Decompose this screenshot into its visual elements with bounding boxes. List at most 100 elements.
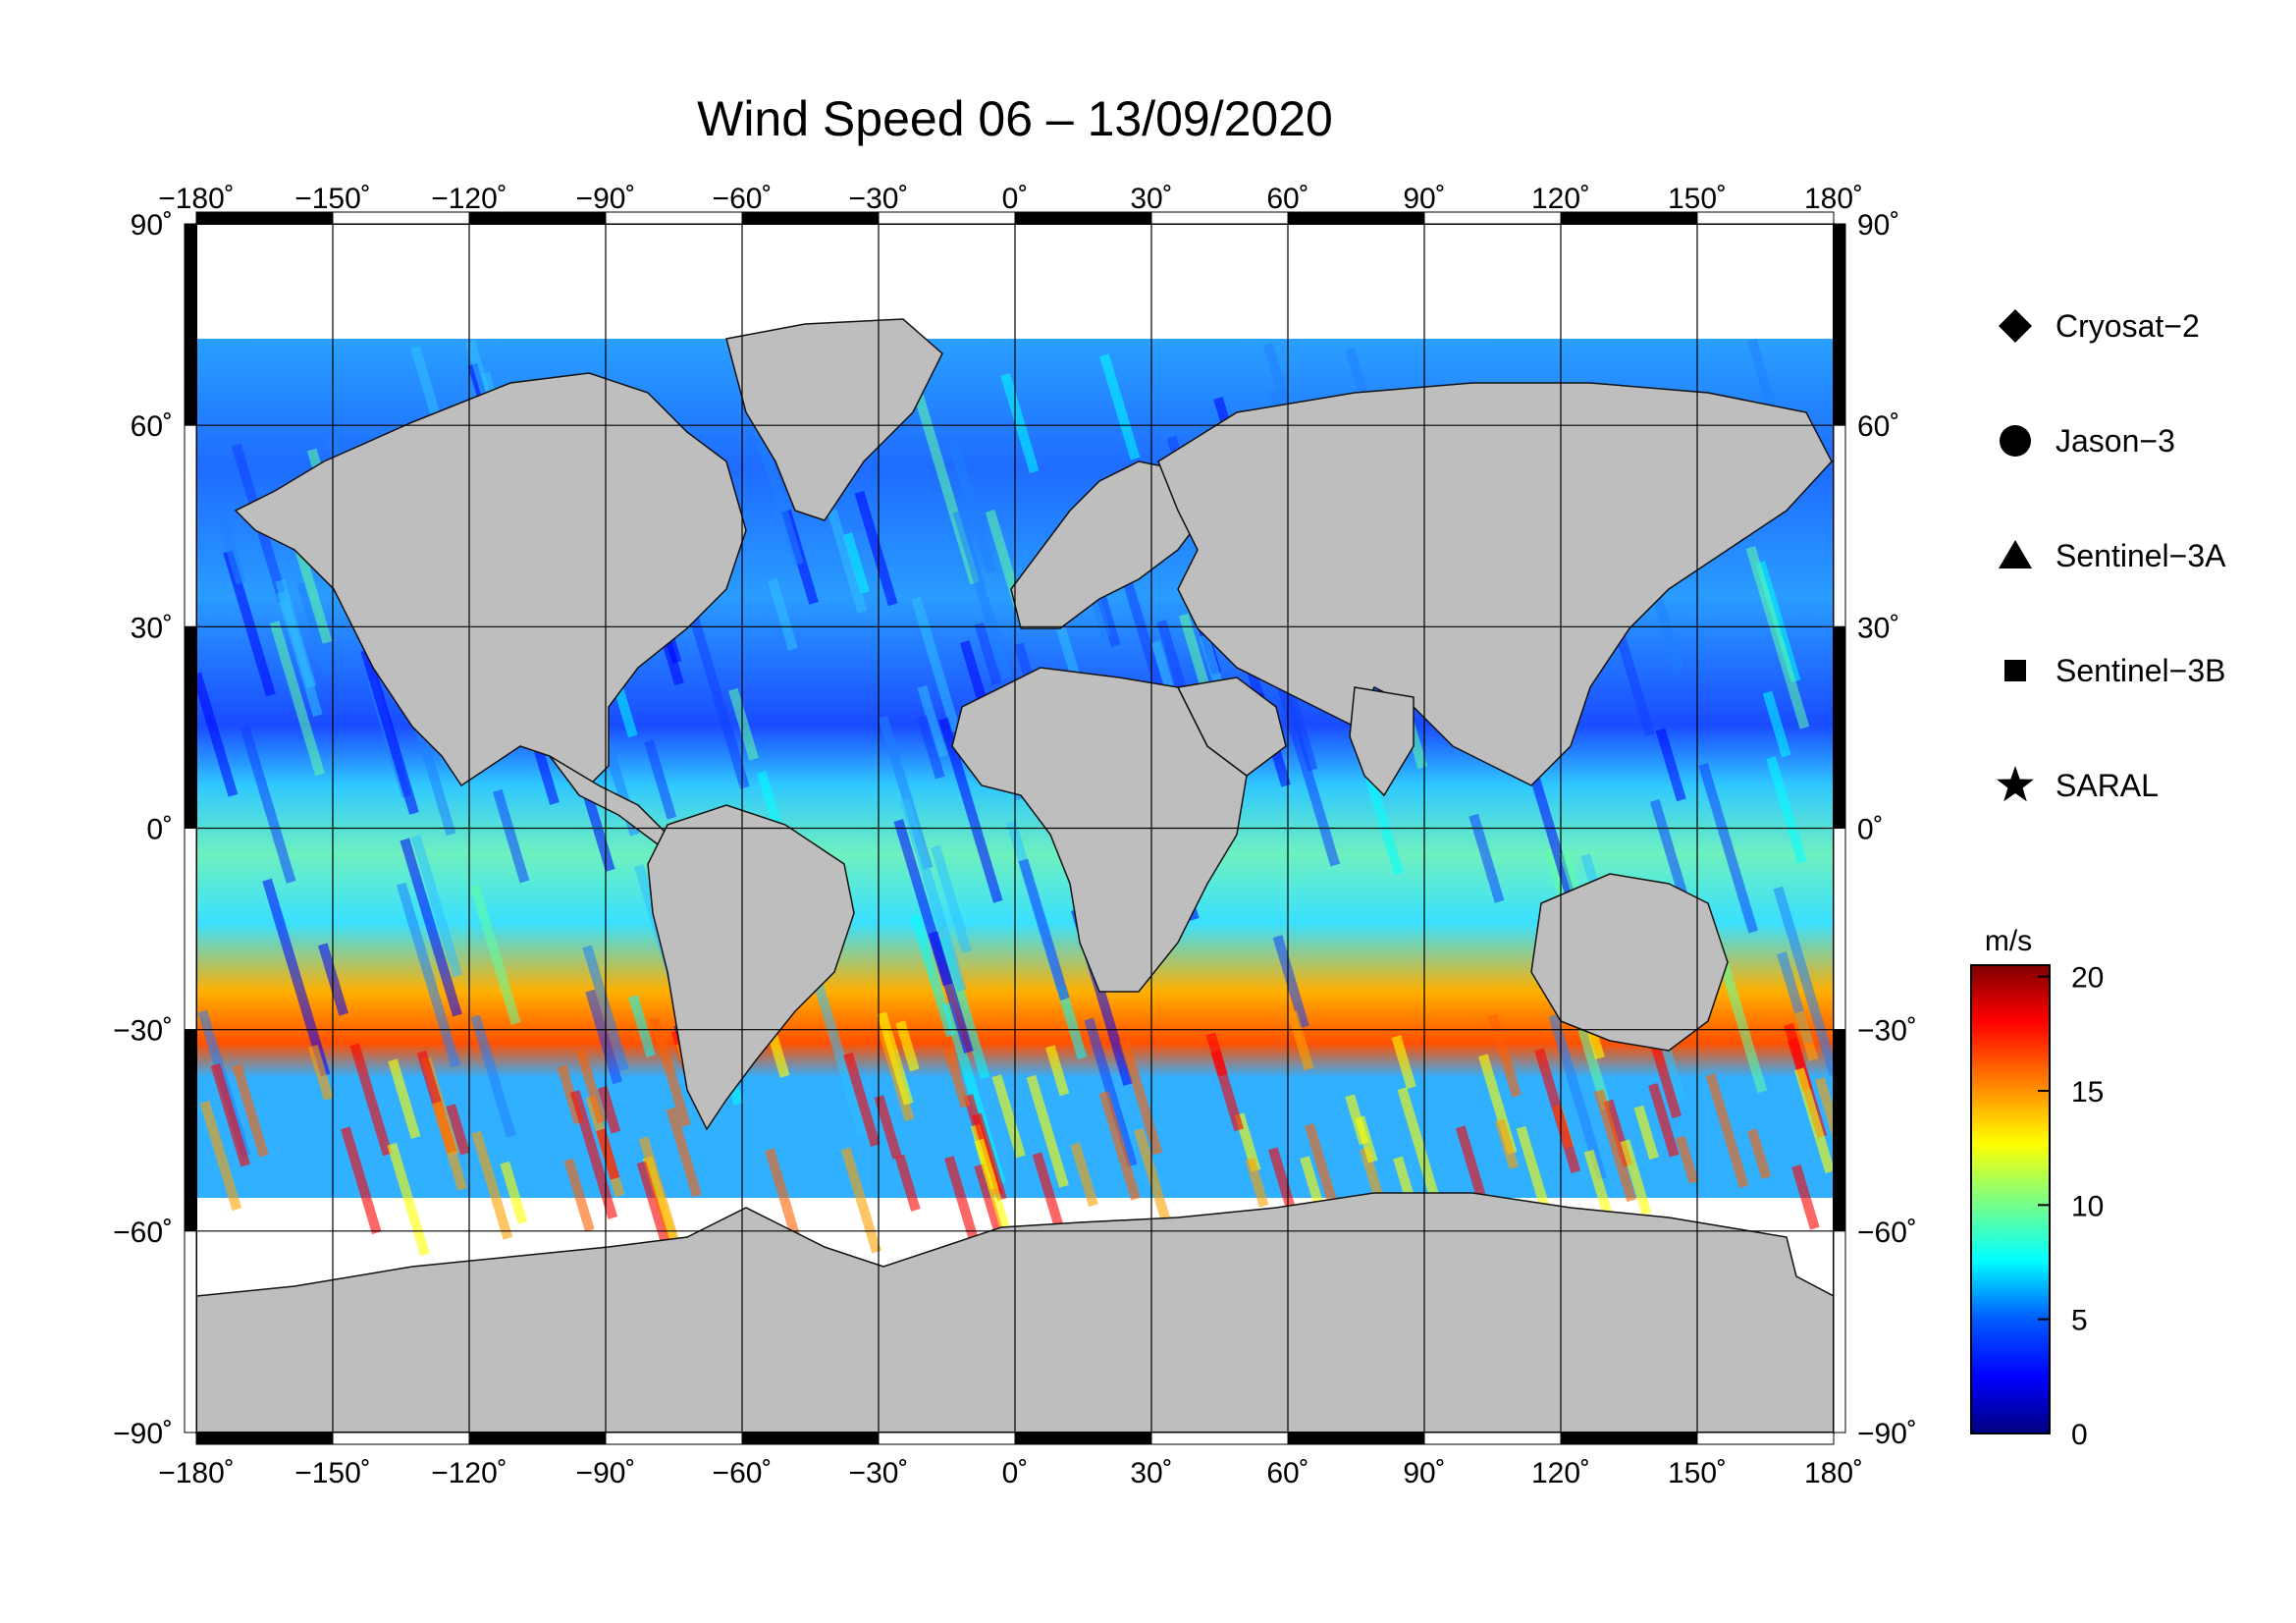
- swath-stripe: [575, 1048, 608, 1124]
- border-segment: [184, 223, 197, 426]
- swath-stripe: [1773, 886, 1834, 1076]
- swath-stripe: [877, 1011, 914, 1106]
- lon-tick-label-top: −150˚: [294, 183, 371, 215]
- star-icon: [1997, 766, 2034, 802]
- lon-tick-label-top: 120˚: [1531, 183, 1590, 215]
- lon-tick-label-bottom: 0˚: [1002, 1457, 1029, 1489]
- swath-stripe: [1790, 1163, 1820, 1230]
- swath-stripe: [1705, 1073, 1749, 1189]
- swath-stripe: [1675, 1135, 1699, 1184]
- border-segment: [1833, 625, 1846, 829]
- swath-stripe: [213, 506, 246, 585]
- swath-stripe: [446, 1104, 470, 1156]
- swath-stripe: [1648, 1082, 1680, 1158]
- lon-tick-label-bottom: −90˚: [576, 1457, 636, 1489]
- border-segment: [1833, 424, 1846, 627]
- swath-stripe: [387, 1142, 430, 1257]
- legend-item: Cryosat−2: [1999, 308, 2200, 344]
- border-segment: [1696, 1432, 1835, 1445]
- swath-stripe: [1287, 1010, 1314, 1071]
- legend-label: Sentinel−3B: [2056, 653, 2225, 688]
- swath-stripe: [1275, 679, 1341, 867]
- swath-stripe: [1655, 728, 1686, 802]
- lon-tick-label-bottom: 30˚: [1130, 1457, 1172, 1489]
- border-segment: [184, 1029, 197, 1232]
- swath-stripe: [842, 532, 870, 595]
- border-segment: [605, 1432, 743, 1445]
- swath-stripe: [1698, 763, 1758, 934]
- swath-stripe: [500, 1161, 528, 1224]
- colorbar-gradient: [1970, 964, 2051, 1434]
- swath-stripe: [1000, 372, 1040, 474]
- swath-stripe: [1098, 1091, 1141, 1201]
- lon-tick-label-top: −180˚: [158, 183, 235, 215]
- square-icon: [2004, 660, 2026, 681]
- swath-stripe: [1205, 1032, 1228, 1077]
- lon-tick-label-top: −90˚: [576, 183, 636, 215]
- australia: [1530, 873, 1729, 1052]
- swath-stripe: [1468, 813, 1505, 903]
- swath-stripe: [1755, 561, 1801, 683]
- lat-tick-label-left: −30˚: [113, 1015, 173, 1048]
- lat-tick-label-left: −60˚: [113, 1217, 173, 1249]
- swath-stripe: [1794, 1067, 1834, 1174]
- swath-stripe: [1084, 1017, 1138, 1167]
- border-segment: [184, 828, 197, 1031]
- swath-stripe: [1262, 342, 1292, 407]
- map-border: [184, 211, 1846, 1445]
- swath-stripe: [840, 1147, 881, 1254]
- colorbar-tick-label: 15: [2071, 1076, 2104, 1109]
- lon-tick-label-bottom: −120˚: [431, 1457, 507, 1489]
- lon-tick-label-bottom: −180˚: [158, 1457, 235, 1489]
- swath-stripe: [1044, 1045, 1070, 1097]
- swath-stripe: [388, 1058, 421, 1139]
- swath-stripe: [952, 510, 1013, 679]
- colorbar-tick-label: 0: [2071, 1419, 2088, 1451]
- swath-stripe: [1794, 1010, 1819, 1061]
- swath-stripe: [569, 1090, 618, 1219]
- india: [1349, 686, 1415, 797]
- lon-tick-label-top: 90˚: [1403, 183, 1445, 215]
- border-segment: [1287, 1432, 1425, 1445]
- lon-tick-label-bottom: 180˚: [1804, 1457, 1863, 1489]
- swath-stripe: [917, 685, 948, 758]
- swath-stripe: [972, 1112, 1007, 1201]
- swath-stripe: [400, 838, 462, 1017]
- border-segment: [1423, 1432, 1562, 1445]
- lat-tick-label-right: −30˚: [1857, 1015, 1917, 1048]
- swath-stripe: [349, 1043, 393, 1157]
- swath-stripe: [991, 1074, 1026, 1159]
- colorbar: m/s 20 15 10 5 0: [1970, 925, 2104, 1451]
- swath-stripe: [628, 995, 656, 1057]
- swath-stripe: [1633, 1105, 1659, 1161]
- swath-stripe: [728, 687, 759, 761]
- swath-stripe: [1494, 1118, 1520, 1170]
- swath-stripe: [1524, 759, 1575, 896]
- border-segment: [332, 1432, 470, 1445]
- lon-tick-label-bottom: 90˚: [1403, 1457, 1445, 1489]
- border-segment: [184, 625, 197, 829]
- swath-stripe: [649, 1017, 691, 1127]
- colorbar-ticks: 20 15 10 5 0: [2038, 962, 2104, 1451]
- lat-tick-label-right: 0˚: [1857, 814, 1884, 846]
- legend-label: Jason−3: [2056, 423, 2175, 459]
- swath-stripe: [431, 1101, 467, 1191]
- swath-stripe: [1391, 1035, 1416, 1090]
- lon-tick-label-top: 180˚: [1804, 183, 1863, 215]
- swath-stripe: [1018, 858, 1070, 1001]
- swath-stripe: [1534, 1048, 1581, 1174]
- swath-stripe: [854, 490, 898, 607]
- colorbar-unit: m/s: [1985, 925, 2032, 957]
- map-gridlines: [196, 224, 1834, 1433]
- swath-stripe: [410, 835, 463, 978]
- legend-item: SARAL: [1997, 766, 2159, 803]
- swath-stripe: [1815, 1076, 1834, 1142]
- swath-stripe: [949, 445, 996, 573]
- colorbar-tick-label: 20: [2071, 962, 2104, 995]
- swath-stripe: [196, 672, 239, 797]
- border-segment: [741, 1432, 880, 1445]
- lon-tick-label-top: −120˚: [431, 183, 507, 215]
- swath-stripe: [240, 725, 296, 884]
- border-segment: [195, 1432, 334, 1445]
